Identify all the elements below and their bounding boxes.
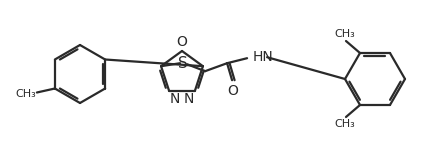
Text: N: N (170, 92, 180, 106)
Text: CH₃: CH₃ (334, 119, 355, 129)
Text: N: N (183, 92, 194, 106)
Text: HN: HN (253, 50, 274, 64)
Text: CH₃: CH₃ (334, 29, 355, 39)
Text: CH₃: CH₃ (15, 89, 36, 99)
Text: O: O (177, 35, 187, 49)
Text: O: O (228, 84, 238, 98)
Text: S: S (178, 56, 188, 71)
